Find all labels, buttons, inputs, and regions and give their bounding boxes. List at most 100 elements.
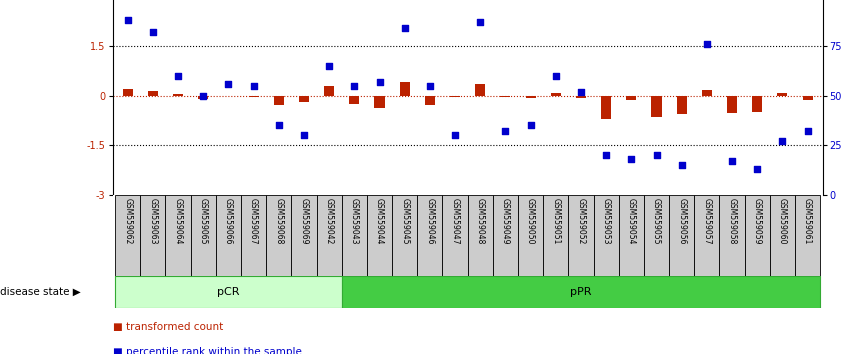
Bar — [123, 89, 132, 96]
Text: GSM559046: GSM559046 — [425, 198, 435, 245]
Point — [171, 73, 185, 79]
Point — [297, 132, 311, 138]
Text: ■ transformed count: ■ transformed count — [113, 322, 223, 332]
Bar — [493, 195, 518, 276]
Bar — [241, 195, 266, 276]
Bar — [443, 195, 468, 276]
Point — [197, 93, 210, 98]
Point — [549, 73, 563, 79]
Point — [574, 89, 588, 95]
Bar — [468, 195, 493, 276]
Point — [775, 138, 789, 144]
Point — [397, 25, 411, 31]
Text: GSM559062: GSM559062 — [123, 198, 132, 244]
Bar — [425, 96, 435, 105]
Bar — [299, 96, 309, 102]
Text: GSM559067: GSM559067 — [249, 198, 258, 245]
Text: pCR: pCR — [217, 287, 240, 297]
Point — [624, 156, 638, 162]
Bar — [644, 195, 669, 276]
Bar — [669, 195, 695, 276]
Point — [222, 81, 236, 86]
Bar — [450, 96, 460, 97]
Text: GSM559068: GSM559068 — [275, 198, 283, 244]
Bar — [274, 96, 284, 105]
Bar — [543, 195, 568, 276]
Point — [700, 41, 714, 47]
Bar — [399, 82, 410, 96]
Bar — [367, 195, 392, 276]
Text: GSM559057: GSM559057 — [702, 198, 711, 245]
Point — [120, 17, 134, 23]
Bar — [695, 195, 720, 276]
Bar — [803, 96, 812, 99]
Text: GSM559049: GSM559049 — [501, 198, 510, 245]
Text: GSM559061: GSM559061 — [803, 198, 812, 244]
Text: GSM559055: GSM559055 — [652, 198, 661, 245]
Bar — [618, 195, 644, 276]
Point — [599, 152, 613, 158]
Point — [146, 29, 160, 35]
Point — [347, 83, 361, 88]
Bar — [551, 93, 561, 96]
Text: GSM559063: GSM559063 — [148, 198, 158, 245]
Bar — [216, 195, 241, 276]
Bar — [727, 96, 737, 113]
Bar — [266, 195, 291, 276]
Text: GSM559065: GSM559065 — [198, 198, 208, 245]
Point — [423, 83, 436, 88]
Bar — [291, 195, 317, 276]
Bar — [173, 93, 183, 96]
Bar — [745, 195, 770, 276]
Point — [372, 79, 386, 85]
Text: GSM559043: GSM559043 — [350, 198, 359, 245]
Point — [448, 132, 462, 138]
Point — [675, 162, 688, 168]
Text: pPR: pPR — [570, 287, 591, 297]
Text: GSM559051: GSM559051 — [552, 198, 560, 244]
Bar — [342, 195, 367, 276]
Point — [474, 19, 488, 25]
Point — [801, 129, 815, 134]
Text: GSM559048: GSM559048 — [475, 198, 485, 244]
Text: GSM559066: GSM559066 — [224, 198, 233, 245]
Bar — [676, 96, 687, 114]
Text: GSM559044: GSM559044 — [375, 198, 384, 245]
Point — [750, 166, 764, 172]
Text: GSM559060: GSM559060 — [778, 198, 787, 245]
Text: GSM559050: GSM559050 — [526, 198, 535, 245]
Bar — [701, 90, 712, 96]
Text: GSM559054: GSM559054 — [627, 198, 636, 245]
Bar — [417, 195, 443, 276]
Text: GSM559052: GSM559052 — [577, 198, 585, 244]
Bar — [374, 96, 385, 108]
Bar — [392, 195, 417, 276]
Bar — [249, 96, 259, 97]
Point — [247, 83, 261, 88]
Text: GSM559056: GSM559056 — [677, 198, 686, 245]
Bar — [501, 96, 510, 97]
Bar — [198, 96, 208, 99]
Bar — [115, 276, 342, 308]
Point — [650, 152, 663, 158]
Bar — [568, 195, 593, 276]
Bar — [165, 195, 191, 276]
Text: GSM559045: GSM559045 — [400, 198, 410, 245]
Text: GSM559058: GSM559058 — [727, 198, 737, 244]
Point — [322, 63, 336, 69]
Bar — [191, 195, 216, 276]
Point — [725, 158, 739, 164]
Point — [272, 122, 286, 128]
Point — [499, 129, 513, 134]
Bar — [593, 195, 618, 276]
Bar — [576, 96, 586, 98]
Bar — [753, 96, 762, 112]
Bar — [324, 86, 334, 96]
Bar — [342, 276, 820, 308]
Text: GSM559042: GSM559042 — [325, 198, 333, 244]
Bar — [795, 195, 820, 276]
Bar — [651, 96, 662, 117]
Bar — [475, 84, 485, 96]
Bar — [115, 195, 140, 276]
Bar — [626, 96, 637, 99]
